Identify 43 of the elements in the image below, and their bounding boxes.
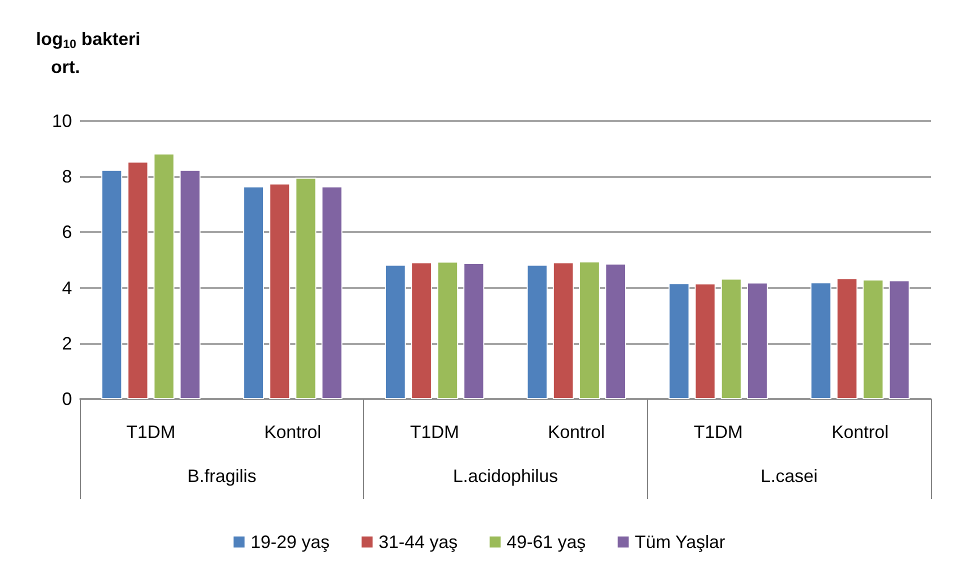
bar	[694, 283, 716, 399]
y-tick-label: 2	[62, 333, 72, 354]
text: L.casei	[760, 466, 818, 486]
text: L.acidophilus	[452, 466, 558, 486]
legend-label: 31-44 yaş	[378, 532, 458, 552]
bar	[720, 278, 742, 399]
x-tick-label: T1DM	[694, 422, 743, 442]
y-tick-label: 6	[62, 222, 72, 242]
legend-label: 49-61 yaş	[506, 532, 586, 552]
y-tick-label: 8	[62, 166, 72, 187]
bar	[101, 170, 122, 399]
bar	[321, 186, 342, 399]
bar	[526, 264, 548, 399]
bar	[746, 282, 768, 399]
text: B.fragilis	[187, 466, 256, 486]
x-tick-label: T1DM	[410, 422, 460, 442]
bar	[888, 280, 910, 399]
bar	[579, 261, 600, 399]
legend-label: 19-29 yaş	[250, 532, 330, 552]
bar	[605, 264, 626, 399]
y-tick-label: 0	[62, 389, 72, 409]
x-tick-label: Kontrol	[264, 422, 322, 442]
bar	[269, 184, 290, 399]
y-tick-label: 10	[52, 111, 72, 131]
bar	[411, 262, 432, 399]
legend-label: Tüm Yaşlar	[634, 532, 726, 552]
bar	[463, 263, 484, 399]
bar	[384, 264, 406, 399]
bar	[154, 154, 174, 399]
bar	[243, 186, 264, 399]
bar	[862, 279, 884, 399]
x-tick-label: Kontrol	[832, 422, 889, 442]
bar	[180, 170, 201, 399]
x-tick-label: Kontrol	[548, 422, 605, 442]
bar	[295, 178, 316, 399]
bar	[127, 162, 148, 399]
bar	[836, 278, 858, 399]
x-tick-label: T1DM	[126, 422, 176, 442]
bar	[437, 262, 458, 399]
y-tick-label: 4	[62, 278, 72, 298]
bar	[668, 283, 690, 399]
bar	[810, 282, 832, 399]
bar	[552, 262, 574, 399]
